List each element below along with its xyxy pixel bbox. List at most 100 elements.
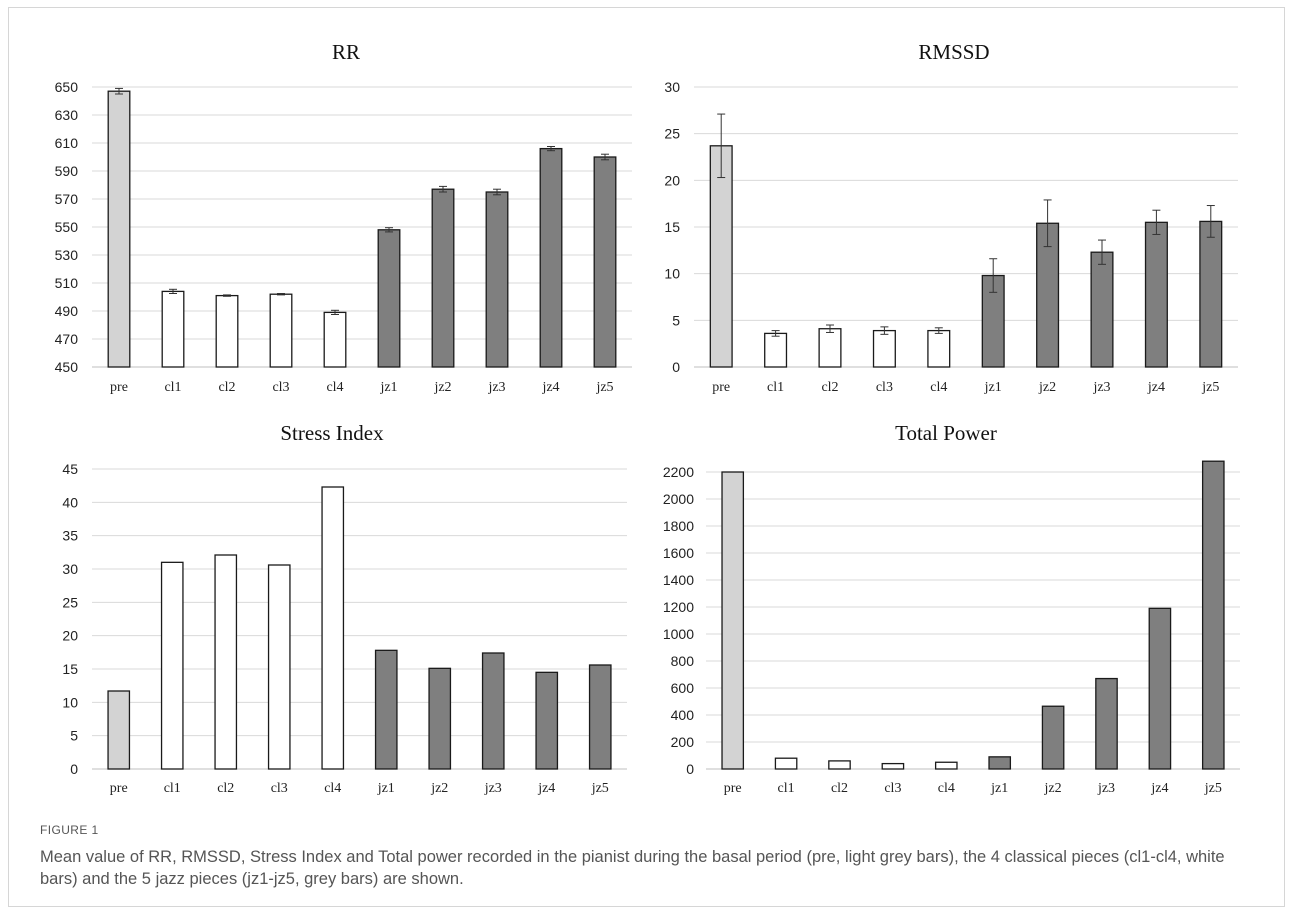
bar-jz1 <box>988 756 1012 770</box>
x-tick-label-cl3: cl3 <box>884 781 901 796</box>
y-tick-label: 490 <box>55 303 79 319</box>
chart-title: RMSSD <box>918 40 989 64</box>
y-tick-label: 510 <box>55 275 79 291</box>
x-tick-label-cl2: cl2 <box>218 380 235 395</box>
x-tick-label-jz4: jz4 <box>541 380 559 395</box>
x-tick-label-cl1: cl1 <box>164 781 181 796</box>
chart-title: Total Power <box>895 421 997 445</box>
y-tick-label: 30 <box>62 561 78 577</box>
x-tick-label-pre: pre <box>712 380 730 395</box>
x-tick-label-cl2: cl2 <box>217 781 234 796</box>
x-tick-label-pre: pre <box>724 781 742 796</box>
y-tick-label: 0 <box>70 761 78 777</box>
y-tick-label: 650 <box>55 79 79 95</box>
bar-cl2 <box>214 554 238 770</box>
x-tick-label-jz2: jz2 <box>1038 380 1056 395</box>
bar-cl1 <box>774 757 798 770</box>
chart-title: Stress Index <box>280 421 384 445</box>
x-tick-label-jz5: jz5 <box>591 781 609 796</box>
x-tick-label-jz4: jz4 <box>1150 781 1168 796</box>
x-tick-label-jz4: jz4 <box>1147 380 1165 395</box>
bar-pre <box>721 471 745 770</box>
x-tick-label-jz5: jz5 <box>1201 380 1219 395</box>
x-tick-label-jz3: jz3 <box>484 781 502 796</box>
figure-caption: Mean value of RR, RMSSD, Stress Index an… <box>40 848 1225 888</box>
x-tick-label-cl3: cl3 <box>272 380 289 395</box>
y-tick-label: 45 <box>62 461 78 477</box>
bar-cl3 <box>267 564 291 770</box>
y-tick-label: 2200 <box>663 464 694 480</box>
x-tick-label-cl1: cl1 <box>767 380 784 395</box>
bar-cl2 <box>828 760 851 770</box>
x-tick-label-pre: pre <box>110 380 128 395</box>
y-tick-label: 0 <box>686 761 694 777</box>
y-tick-label: 470 <box>55 331 79 347</box>
bar-jz4 <box>1148 607 1172 770</box>
y-tick-label: 1400 <box>663 572 694 588</box>
y-tick-label: 1000 <box>663 626 694 642</box>
y-tick-label: 1800 <box>663 518 694 534</box>
y-tick-label: 5 <box>672 312 680 328</box>
y-tick-label: 570 <box>55 191 79 207</box>
y-tick-label: 200 <box>671 734 695 750</box>
x-tick-label-jz1: jz1 <box>379 380 397 395</box>
bar-jz1 <box>374 649 398 770</box>
bar-cl1 <box>160 561 184 770</box>
y-tick-label: 15 <box>62 661 78 677</box>
y-tick-label: 2000 <box>663 491 694 507</box>
y-tick-label: 610 <box>55 135 79 151</box>
y-tick-label: 20 <box>62 628 78 644</box>
x-tick-label-cl1: cl1 <box>778 781 795 796</box>
y-tick-label: 800 <box>671 653 695 669</box>
chart-title: RR <box>332 40 360 64</box>
x-tick-label-jz2: jz2 <box>430 781 448 796</box>
x-tick-label-cl4: cl4 <box>326 380 343 395</box>
x-tick-label-pre: pre <box>110 781 128 796</box>
bar-cl4 <box>934 761 958 770</box>
bar-jz3 <box>481 652 505 770</box>
x-tick-label-jz1: jz1 <box>377 781 395 796</box>
bar-jz5 <box>1201 460 1225 770</box>
x-tick-label-jz3: jz3 <box>1092 380 1110 395</box>
x-tick-label-jz4: jz4 <box>537 781 555 796</box>
bar-jz3 <box>1095 677 1118 770</box>
y-tick-label: 450 <box>55 359 79 375</box>
y-tick-label: 400 <box>671 707 695 723</box>
bar-pre <box>107 690 131 770</box>
x-tick-label-jz2: jz2 <box>433 380 451 395</box>
y-tick-label: 25 <box>62 594 78 610</box>
x-tick-label-jz5: jz5 <box>595 380 613 395</box>
x-tick-label-cl4: cl4 <box>930 380 947 395</box>
y-tick-label: 5 <box>70 728 78 744</box>
x-tick-label-cl3: cl3 <box>271 781 288 796</box>
x-tick-label-jz3: jz3 <box>1097 781 1115 796</box>
bar-cl3 <box>881 762 905 770</box>
y-tick-label: 0 <box>672 359 680 375</box>
figure-label: FIGURE 1 <box>40 823 99 837</box>
y-tick-label: 10 <box>62 694 78 710</box>
y-tick-label: 550 <box>55 219 79 235</box>
x-tick-label-jz3: jz3 <box>487 380 505 395</box>
bar-jz2 <box>428 667 452 770</box>
x-tick-label-cl3: cl3 <box>876 380 893 395</box>
bar-cl4 <box>321 486 345 770</box>
x-tick-label-cl4: cl4 <box>938 781 955 796</box>
y-tick-label: 1200 <box>663 599 694 615</box>
x-tick-label-jz1: jz1 <box>984 380 1002 395</box>
y-tick-label: 15 <box>664 219 680 235</box>
y-tick-label: 40 <box>62 494 78 510</box>
y-tick-label: 590 <box>55 163 79 179</box>
x-tick-label-cl4: cl4 <box>324 781 341 796</box>
y-tick-label: 20 <box>664 172 680 188</box>
x-tick-label-jz5: jz5 <box>1204 781 1222 796</box>
x-tick-label-cl1: cl1 <box>164 380 181 395</box>
y-tick-label: 530 <box>55 247 79 263</box>
x-tick-label-jz1: jz1 <box>990 781 1008 796</box>
y-tick-label: 30 <box>664 79 680 95</box>
y-tick-label: 25 <box>664 126 680 142</box>
bar-jz5 <box>588 664 612 770</box>
